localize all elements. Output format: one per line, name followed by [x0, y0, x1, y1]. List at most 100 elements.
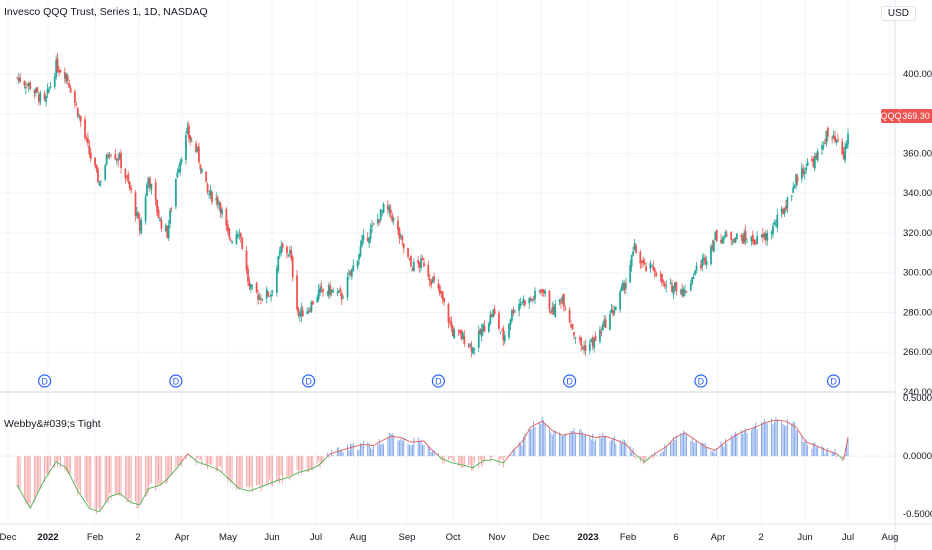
- candle: [760, 234, 763, 238]
- dividend-marker[interactable]: D: [563, 374, 577, 388]
- indicator-line-segment: [481, 460, 484, 463]
- candle: [492, 308, 495, 318]
- candle-body: [307, 311, 310, 312]
- candle: [622, 279, 624, 292]
- indicator-line-segment: [373, 442, 379, 447]
- candle: [412, 258, 415, 272]
- indicator-line-segment: [217, 469, 220, 471]
- candle-body: [792, 187, 795, 193]
- indicator-line-segment: [575, 432, 580, 435]
- candle-body: [679, 290, 682, 293]
- indicator-title[interactable]: Webby&#039;s Tight: [4, 418, 101, 430]
- candle-body: [538, 290, 541, 292]
- indicator-line-segment: [289, 475, 292, 478]
- candle: [136, 206, 138, 219]
- candle: [630, 254, 633, 272]
- candle: [379, 208, 382, 223]
- candle-body: [39, 92, 42, 103]
- indicator-line-segment: [387, 436, 390, 439]
- dividend-marker[interactable]: D: [38, 374, 52, 388]
- candle: [499, 331, 502, 335]
- dividend-marker[interactable]: D: [431, 374, 445, 388]
- candle-body: [275, 268, 278, 293]
- candle-body: [500, 329, 503, 331]
- candle-body: [483, 326, 486, 332]
- candle-body: [684, 290, 686, 292]
- candle-body: [570, 324, 572, 327]
- candle: [741, 233, 744, 244]
- candle-body: [744, 231, 747, 241]
- candle-body: [480, 329, 483, 337]
- candle: [746, 238, 748, 243]
- indicator-line-segment: [165, 478, 168, 481]
- candle: [699, 259, 702, 271]
- dividend-marker[interactable]: D: [301, 374, 316, 388]
- indicator-line-segment: [530, 425, 533, 428]
- candle: [110, 153, 112, 158]
- candle-body: [215, 198, 218, 201]
- candle-body: [337, 290, 340, 293]
- candle: [733, 238, 735, 244]
- candle-body: [247, 268, 249, 282]
- indicator-line-segment: [553, 430, 556, 433]
- candle: [561, 294, 564, 305]
- time-tick-label: Feb: [87, 532, 103, 543]
- time-tick-label: Jul: [310, 532, 322, 543]
- time-tick-label: 2: [758, 532, 763, 543]
- candle: [689, 279, 692, 292]
- candle-body: [620, 287, 623, 291]
- candle: [124, 168, 127, 184]
- candle: [518, 298, 521, 317]
- dividend-marker[interactable]: D: [169, 374, 183, 388]
- candle: [160, 217, 163, 232]
- dividend-marker[interactable]: D: [694, 374, 708, 388]
- candle-body: [378, 219, 381, 222]
- candle-body: [257, 294, 259, 300]
- indicator-line-segment: [268, 482, 270, 485]
- candle-body: [299, 313, 301, 316]
- candle: [584, 339, 587, 357]
- dividend-letter: D: [698, 377, 705, 387]
- dividend-marker[interactable]: D: [826, 374, 841, 388]
- currency-button[interactable]: USD: [880, 6, 916, 21]
- candle: [287, 253, 290, 258]
- indicator-line-segment: [520, 441, 523, 444]
- indicator-axis[interactable]: 0.5000 0.0000 -0.5000: [903, 393, 932, 520]
- candle: [399, 233, 402, 240]
- candle: [88, 139, 91, 158]
- dividend-circle: [301, 374, 316, 388]
- candle: [581, 344, 584, 350]
- candle-body: [430, 281, 433, 286]
- indicator-line-segment: [159, 483, 162, 486]
- candle: [508, 323, 510, 340]
- candle-body: [671, 284, 673, 293]
- candle-body: [53, 76, 56, 87]
- candle: [190, 137, 193, 143]
- candle: [433, 272, 435, 284]
- candle-body: [86, 138, 89, 144]
- candle: [620, 283, 623, 292]
- candle: [107, 151, 109, 160]
- candle: [610, 303, 613, 313]
- candle: [410, 254, 412, 268]
- indicator-line-segment: [74, 484, 77, 489]
- candle-body: [371, 225, 373, 228]
- candle: [239, 232, 242, 243]
- candle: [53, 73, 56, 90]
- candle: [176, 168, 179, 179]
- candle: [140, 217, 143, 235]
- candle: [812, 156, 815, 168]
- indicator-line-segment: [816, 445, 818, 447]
- candle: [837, 133, 839, 143]
- candle: [198, 142, 200, 165]
- candle-body: [211, 192, 213, 202]
- time-axis[interactable]: Dec 2022 Feb 2 Apr May Jun Jul Aug Sep Oct Nov Dec 20…: [0, 532, 898, 543]
- candle-body: [490, 314, 493, 318]
- candle: [209, 184, 212, 200]
- indicator-line-segment: [720, 444, 723, 446]
- candle-body: [258, 296, 261, 300]
- candle: [601, 321, 604, 331]
- candle-body: [352, 265, 355, 271]
